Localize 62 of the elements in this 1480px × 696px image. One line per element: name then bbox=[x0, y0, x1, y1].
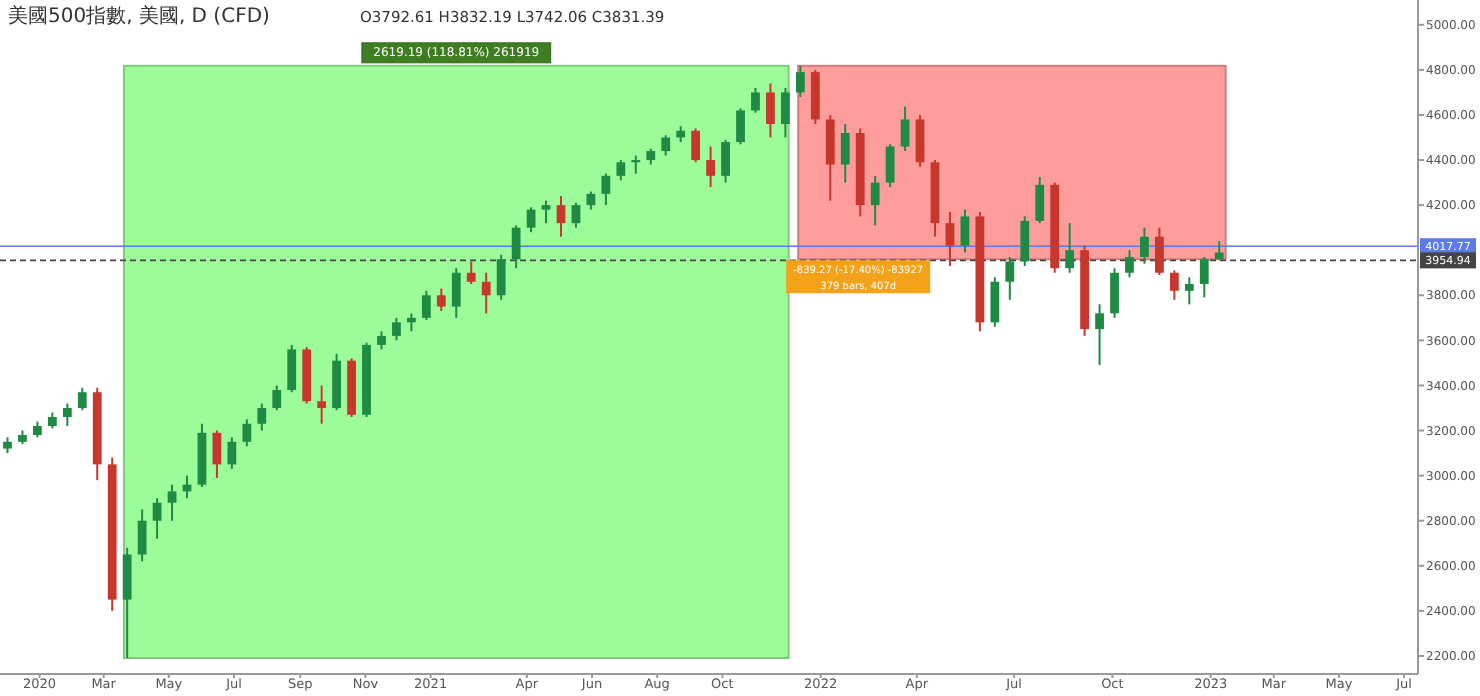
candlestick bbox=[631, 154, 641, 175]
candlestick bbox=[62, 402, 72, 428]
candlestick bbox=[616, 159, 626, 182]
candlestick bbox=[227, 436, 237, 470]
candlestick bbox=[257, 402, 267, 432]
candlestick bbox=[272, 384, 282, 412]
candlestick bbox=[496, 253, 506, 301]
candlestick bbox=[466, 260, 476, 286]
candlestick bbox=[1169, 269, 1179, 301]
candlestick bbox=[481, 271, 491, 315]
candlestick bbox=[332, 352, 341, 412]
candlestick bbox=[885, 143, 895, 189]
candlestick bbox=[421, 289, 431, 322]
candlestick bbox=[242, 418, 252, 448]
candlestick bbox=[736, 107, 745, 146]
candlestick bbox=[1110, 267, 1119, 319]
candlestick bbox=[1125, 249, 1134, 279]
candlestick bbox=[706, 145, 715, 189]
candlestick bbox=[810, 68, 820, 125]
candlestick bbox=[511, 224, 521, 270]
candlestick bbox=[990, 276, 1000, 328]
candlestick bbox=[751, 86, 760, 114]
candlestick bbox=[167, 483, 177, 522]
candlestick bbox=[541, 199, 551, 225]
candlestick bbox=[900, 105, 910, 153]
candlestick bbox=[721, 138, 730, 184]
candlestick bbox=[661, 134, 671, 157]
candlestick bbox=[960, 208, 970, 254]
candlestick bbox=[915, 113, 925, 168]
candlestick bbox=[137, 508, 147, 563]
candlestick bbox=[122, 546, 132, 659]
candlestick bbox=[1199, 255, 1209, 299]
candlestick bbox=[1035, 175, 1045, 225]
candlestick bbox=[766, 82, 775, 139]
candlestick bbox=[1065, 222, 1075, 274]
candlestick bbox=[392, 316, 401, 342]
candlestick bbox=[1140, 226, 1149, 265]
chart-title: 美國500指數, 美國, D (CFD) bbox=[8, 4, 271, 28]
candlestick bbox=[526, 206, 536, 234]
candlestick bbox=[571, 201, 581, 229]
candlestick bbox=[840, 122, 850, 184]
candlestick bbox=[77, 386, 87, 412]
candlestick bbox=[1020, 215, 1030, 267]
candlestick bbox=[781, 86, 790, 139]
candlestick bbox=[287, 343, 297, 394]
candlestick bbox=[825, 113, 835, 202]
candlestick bbox=[436, 287, 446, 313]
candlestick bbox=[377, 330, 386, 351]
candlestick bbox=[152, 497, 162, 540]
candlestick bbox=[795, 64, 805, 98]
candlestick bbox=[317, 384, 327, 425]
candlestick bbox=[945, 210, 955, 267]
candlestick bbox=[407, 312, 416, 333]
candlestick bbox=[1155, 226, 1164, 277]
candlestick bbox=[1095, 303, 1104, 366]
candlestick bbox=[691, 127, 701, 164]
candlestick bbox=[601, 172, 611, 207]
candlestick bbox=[451, 267, 461, 319]
candlestick bbox=[1005, 255, 1015, 301]
candlestick bbox=[1184, 276, 1194, 306]
candlestick bbox=[556, 195, 566, 238]
candlestick bbox=[870, 174, 880, 227]
